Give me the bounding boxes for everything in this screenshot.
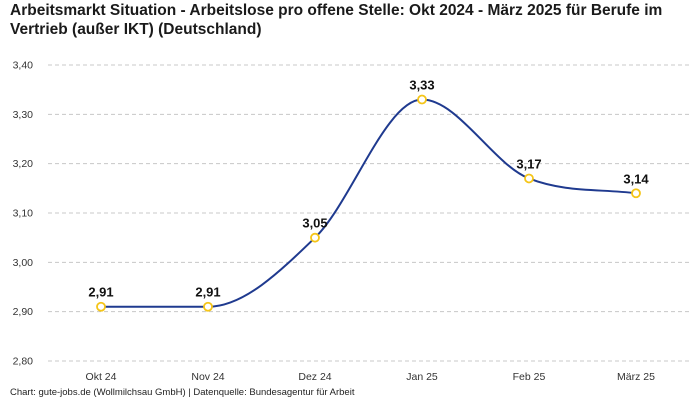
x-axis-ticks: Okt 24 Nov 24 Dez 24 Jan 25 Feb 25 März 25 bbox=[86, 371, 656, 383]
x-tick-label: Dez 24 bbox=[298, 371, 331, 383]
y-tick-label: 3,10 bbox=[13, 208, 34, 220]
data-point bbox=[524, 173, 534, 184]
x-tick-label: Jan 25 bbox=[406, 371, 438, 383]
data-label: 3,33 bbox=[409, 78, 434, 93]
data-label: 2,91 bbox=[195, 285, 220, 300]
data-point bbox=[310, 232, 320, 243]
grid-lines bbox=[48, 64, 690, 362]
data-label: 2,91 bbox=[88, 285, 113, 300]
data-point bbox=[96, 301, 106, 312]
y-tick-label: 3,40 bbox=[13, 60, 34, 72]
y-tick-label: 3,00 bbox=[13, 257, 34, 269]
x-tick-label: Feb 25 bbox=[513, 371, 546, 383]
y-axis-ticks: 2,80 2,90 3,00 3,10 3,20 3,30 3,40 bbox=[13, 60, 34, 368]
data-label: 3,05 bbox=[302, 216, 327, 231]
chart-title: Arbeitsmarkt Situation - Arbeitslose pro… bbox=[10, 2, 663, 38]
y-tick-label: 2,80 bbox=[13, 356, 34, 368]
data-point bbox=[631, 188, 641, 199]
y-tick-label: 3,30 bbox=[13, 109, 34, 121]
data-point bbox=[203, 301, 213, 312]
data-label: 3,14 bbox=[623, 171, 649, 186]
data-point bbox=[417, 94, 427, 105]
x-tick-label: März 25 bbox=[617, 371, 655, 383]
series-line bbox=[101, 98, 637, 308]
x-tick-label: Okt 24 bbox=[86, 371, 117, 383]
data-label: 3,17 bbox=[516, 156, 541, 171]
data-markers bbox=[96, 94, 641, 312]
y-tick-label: 3,20 bbox=[13, 158, 34, 170]
data-labels: 2,91 2,91 3,05 3,33 3,17 3,14 bbox=[88, 78, 649, 300]
source-note: Chart: gute-jobs.de (Wollmilchsau GmbH) … bbox=[10, 387, 355, 398]
x-tick-label: Nov 24 bbox=[191, 371, 224, 383]
y-tick-label: 2,90 bbox=[13, 306, 34, 318]
